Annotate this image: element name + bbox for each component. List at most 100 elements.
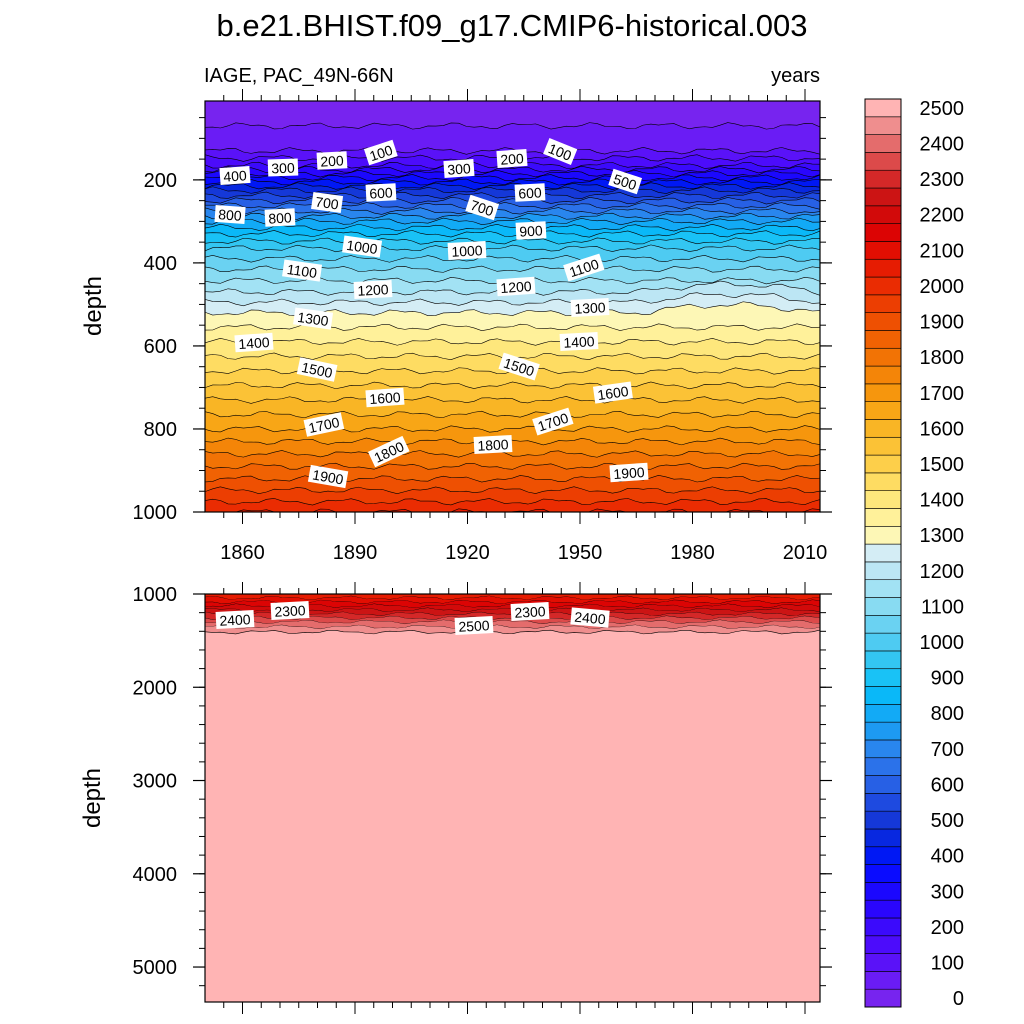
lower-band bbox=[205, 594, 820, 601]
upper-contour-line bbox=[205, 255, 820, 263]
contour-label-box bbox=[563, 253, 605, 282]
colorbar-box bbox=[864, 330, 902, 349]
lower-y-axis-label: depth bbox=[79, 768, 106, 828]
colorbar-label: 1600 bbox=[920, 418, 965, 440]
colorbar-label: 1300 bbox=[920, 525, 965, 547]
colorbar-box bbox=[864, 525, 902, 545]
colorbar-box bbox=[864, 347, 902, 367]
colorbar-label: 2400 bbox=[920, 134, 965, 156]
upper-band bbox=[205, 197, 820, 210]
colorbar-box bbox=[864, 401, 902, 420]
plot-frame bbox=[204, 593, 821, 1003]
contour-label-text: 700 bbox=[468, 197, 495, 220]
contour-label-text: 800 bbox=[268, 209, 292, 226]
contour-label-text: 200 bbox=[320, 152, 344, 169]
contour-label-text: 100 bbox=[367, 142, 394, 165]
chart-title: b.e21.BHIST.f09_g17.CMIP6-historical.003 bbox=[216, 8, 807, 43]
upper-contour-line bbox=[205, 212, 820, 220]
lower-band bbox=[205, 619, 820, 630]
contour-label-box bbox=[498, 352, 540, 381]
colorbar-label: 2000 bbox=[920, 276, 965, 298]
colorbar-box bbox=[864, 632, 902, 652]
x-tick-label: 1980 bbox=[670, 542, 715, 564]
contour-label-text: 2400 bbox=[219, 611, 251, 629]
upper-contour-line bbox=[205, 217, 820, 226]
y-tick-label: 800 bbox=[144, 419, 177, 441]
contour-label-box bbox=[303, 412, 345, 437]
colorbar-box bbox=[864, 436, 902, 456]
left-subtitle: IAGE, PAC_49N-66N bbox=[204, 65, 394, 87]
colorbar-label: 800 bbox=[931, 703, 964, 725]
colorbar-box bbox=[864, 615, 902, 634]
upper-band bbox=[205, 323, 820, 346]
lower-contour-line bbox=[205, 629, 820, 635]
y-tick-label: 1000 bbox=[133, 502, 178, 524]
contour-label-box bbox=[496, 276, 536, 297]
colorbar-box bbox=[864, 472, 902, 491]
colorbar-box bbox=[864, 419, 902, 438]
contour-label-box bbox=[592, 381, 633, 404]
contour-label: 900 bbox=[515, 221, 547, 240]
contour-label: 2400 bbox=[215, 610, 255, 629]
upper-band bbox=[205, 437, 820, 458]
colorbar-box bbox=[864, 775, 902, 794]
y-tick-label: 200 bbox=[144, 170, 177, 192]
colorbar-box bbox=[864, 134, 902, 153]
lower-band-background bbox=[205, 594, 820, 1002]
upper-contour-line bbox=[205, 462, 820, 470]
colorbar-box bbox=[864, 365, 902, 385]
colorbar-box bbox=[864, 953, 902, 972]
contour-label-text: 1600 bbox=[596, 383, 629, 403]
contour-label: 300 bbox=[267, 158, 299, 177]
lower-band bbox=[205, 596, 820, 604]
colorbar-frame bbox=[864, 98, 902, 1008]
contour-label-text: 200 bbox=[500, 150, 525, 168]
contour-label-box bbox=[543, 138, 578, 166]
upper-contour-line bbox=[205, 475, 820, 483]
contour-label-box bbox=[270, 601, 310, 620]
colorbar-box bbox=[864, 988, 902, 1008]
upper-band bbox=[205, 122, 820, 155]
contour-label-box bbox=[510, 602, 550, 621]
colorbar-label: 2500 bbox=[920, 98, 965, 120]
contour-label: 400 bbox=[219, 165, 251, 186]
colorbar-box bbox=[864, 739, 902, 759]
upper-contour-line bbox=[205, 169, 820, 178]
contour-label: 1300 bbox=[293, 307, 334, 330]
contour-label-text: 1900 bbox=[311, 466, 345, 487]
colorbar-box bbox=[864, 597, 902, 616]
colorbar-box bbox=[864, 258, 902, 278]
colorbar-label: 1000 bbox=[920, 632, 965, 654]
contour-label: 600 bbox=[514, 183, 546, 202]
upper-band bbox=[205, 182, 820, 194]
colorbar-box bbox=[864, 917, 902, 937]
colorbar: 0 100 200 300 400 500 600 700 800 900 1000 1100 1200… bbox=[864, 98, 965, 1010]
contour-label-box bbox=[496, 148, 528, 169]
contour-label-text: 1500 bbox=[300, 359, 334, 381]
upper-band bbox=[235, 508, 820, 512]
upper-contour-line bbox=[205, 202, 820, 210]
colorbar-box bbox=[864, 205, 902, 224]
contour-label: 1200 bbox=[496, 276, 536, 297]
upper-band bbox=[205, 224, 820, 238]
y-tick-label: 4000 bbox=[133, 864, 178, 886]
upper-contour-line bbox=[205, 161, 820, 169]
colorbar-box bbox=[864, 223, 902, 242]
right-subtitle: years bbox=[771, 65, 820, 87]
upper-contour-line bbox=[205, 486, 820, 495]
contour-label-text: 800 bbox=[218, 206, 243, 224]
colorbar-label: 100 bbox=[931, 952, 964, 974]
colorbar-box bbox=[864, 98, 902, 118]
contour-label-box bbox=[570, 607, 610, 628]
contour-label-text: 2300 bbox=[274, 602, 306, 620]
contour-label-box bbox=[608, 168, 643, 195]
colorbar-label: 1400 bbox=[920, 490, 965, 512]
contour-label: 1900 bbox=[609, 462, 649, 483]
contour-label-text: 300 bbox=[447, 160, 472, 178]
contour-label-text: 1000 bbox=[345, 237, 378, 257]
colorbar-box bbox=[864, 882, 902, 901]
lower-band bbox=[205, 624, 820, 634]
upper-contour-line bbox=[205, 292, 820, 307]
upper-contour-line bbox=[205, 230, 820, 238]
